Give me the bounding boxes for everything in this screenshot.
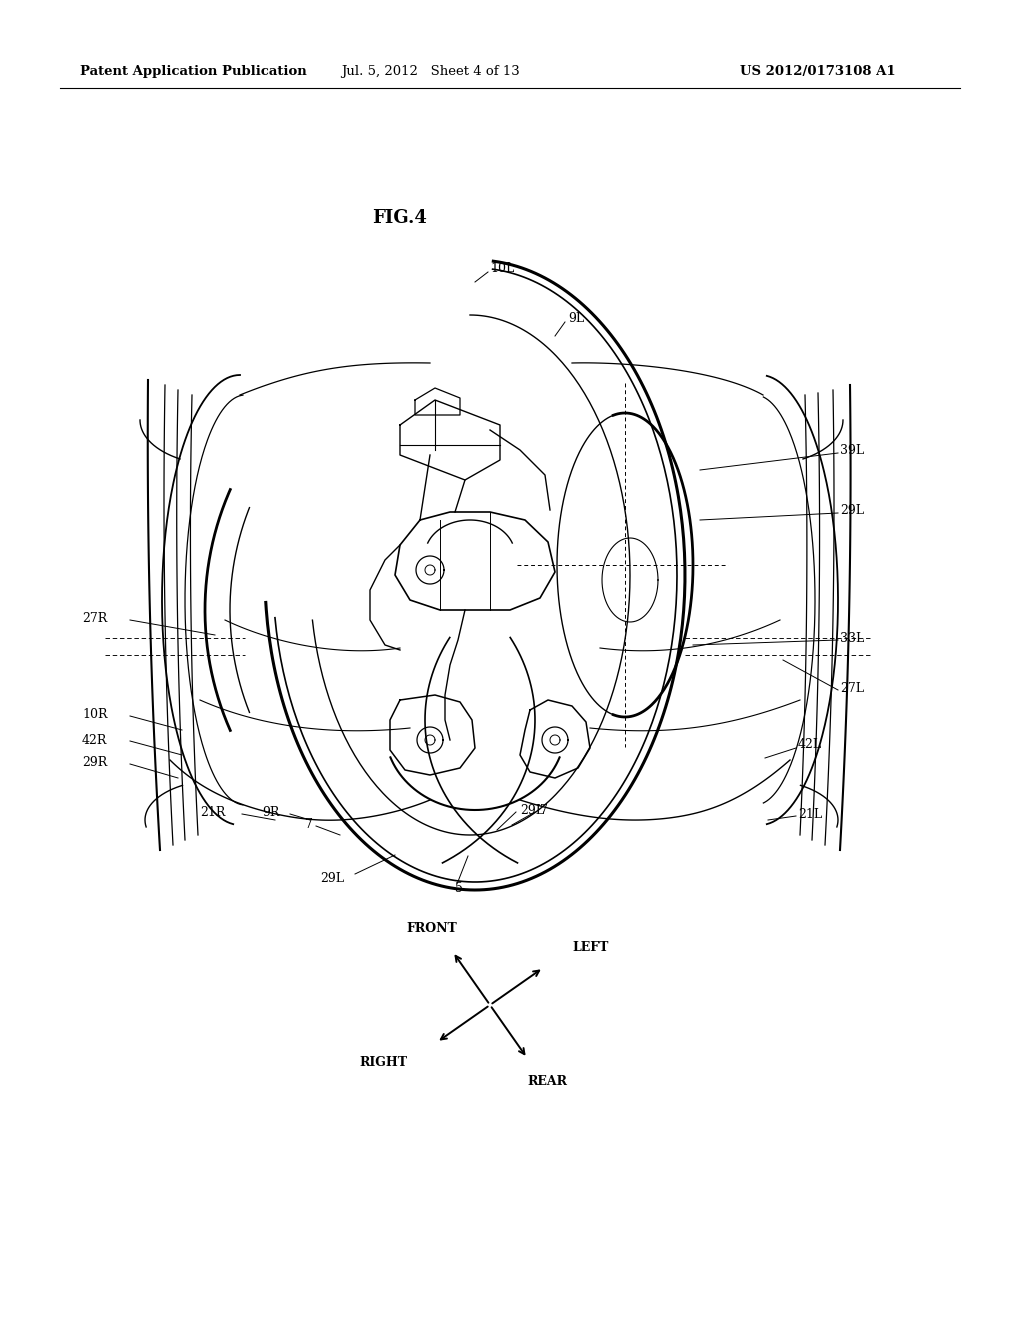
Text: 10L: 10L: [490, 261, 514, 275]
Text: 10R: 10R: [82, 709, 108, 722]
Text: 33L: 33L: [840, 631, 864, 644]
Text: FRONT: FRONT: [407, 923, 458, 936]
Text: FIG.4: FIG.4: [373, 209, 427, 227]
Text: REAR: REAR: [527, 1074, 567, 1088]
Text: LEFT: LEFT: [572, 941, 609, 954]
Text: 29L: 29L: [520, 804, 544, 817]
Text: 29R: 29R: [82, 756, 108, 770]
Text: 42L: 42L: [798, 738, 822, 751]
Text: 29L: 29L: [840, 503, 864, 516]
Text: 39L: 39L: [840, 444, 864, 457]
Text: 7: 7: [305, 818, 313, 832]
Text: 42R: 42R: [82, 734, 108, 747]
Text: 7: 7: [540, 804, 548, 817]
Text: RIGHT: RIGHT: [359, 1056, 408, 1069]
Text: 27R: 27R: [82, 611, 108, 624]
Text: 5: 5: [455, 882, 463, 895]
Text: US 2012/0173108 A1: US 2012/0173108 A1: [740, 66, 896, 78]
Text: 29L: 29L: [319, 871, 344, 884]
Text: 21R: 21R: [200, 807, 225, 820]
Text: 21L: 21L: [798, 808, 822, 821]
Text: Patent Application Publication: Patent Application Publication: [80, 66, 307, 78]
Text: 27L: 27L: [840, 681, 864, 694]
Text: 9L: 9L: [568, 312, 584, 325]
Text: 9R: 9R: [262, 807, 280, 820]
Text: Jul. 5, 2012   Sheet 4 of 13: Jul. 5, 2012 Sheet 4 of 13: [341, 66, 519, 78]
